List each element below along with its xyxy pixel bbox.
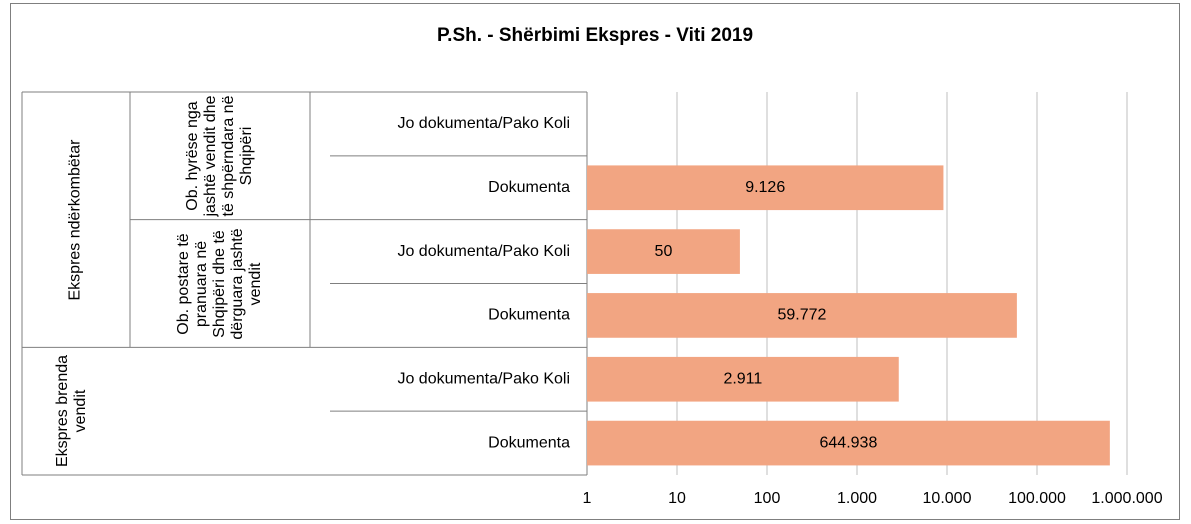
y-tick-label: Dokumenta <box>488 434 570 451</box>
x-tick-label: 10 <box>668 490 686 507</box>
data-label: 644.938 <box>820 434 878 451</box>
bar <box>587 356 899 402</box>
data-label: 9.126 <box>745 179 785 196</box>
category-group-label: Ekspres brenda vendit <box>53 355 89 468</box>
x-tick-label: 1 <box>583 490 592 507</box>
data-label: 59.772 <box>777 307 826 324</box>
bar <box>587 229 740 274</box>
x-tick-label: 1.000 <box>837 490 877 507</box>
category-subgroup-label: Ob. postare të pranuara në Shqipëri dhe … <box>174 227 264 340</box>
y-tick-label: Dokumenta <box>488 179 570 196</box>
x-tick-label: 10.000 <box>923 490 972 507</box>
bar <box>587 165 944 211</box>
y-tick-label: Jo dokumenta/Pako Koli <box>397 243 570 260</box>
data-label: 50 <box>655 243 673 260</box>
bar <box>587 293 1017 338</box>
x-tick-label: 1.000.000 <box>1091 490 1162 507</box>
bar <box>587 420 1110 466</box>
chart-title: P.Sh. - Shërbimi Ekspres - Viti 2019 <box>437 25 753 46</box>
category-group-label: Ekspres ndërkombëtar <box>67 139 85 301</box>
y-tick-label: Dokumenta <box>488 307 570 324</box>
category-subgroup-label: Ob. hyrëse nga jashtë vendit dhe të shpë… <box>183 95 255 217</box>
x-tick-label: 100.000 <box>1008 490 1066 507</box>
y-tick-label: Jo dokumenta/Pako Koli <box>397 370 570 387</box>
data-label: 2.911 <box>723 370 762 387</box>
x-tick-label: 100 <box>754 490 781 507</box>
y-tick-label: Jo dokumenta/Pako Koli <box>397 115 570 132</box>
